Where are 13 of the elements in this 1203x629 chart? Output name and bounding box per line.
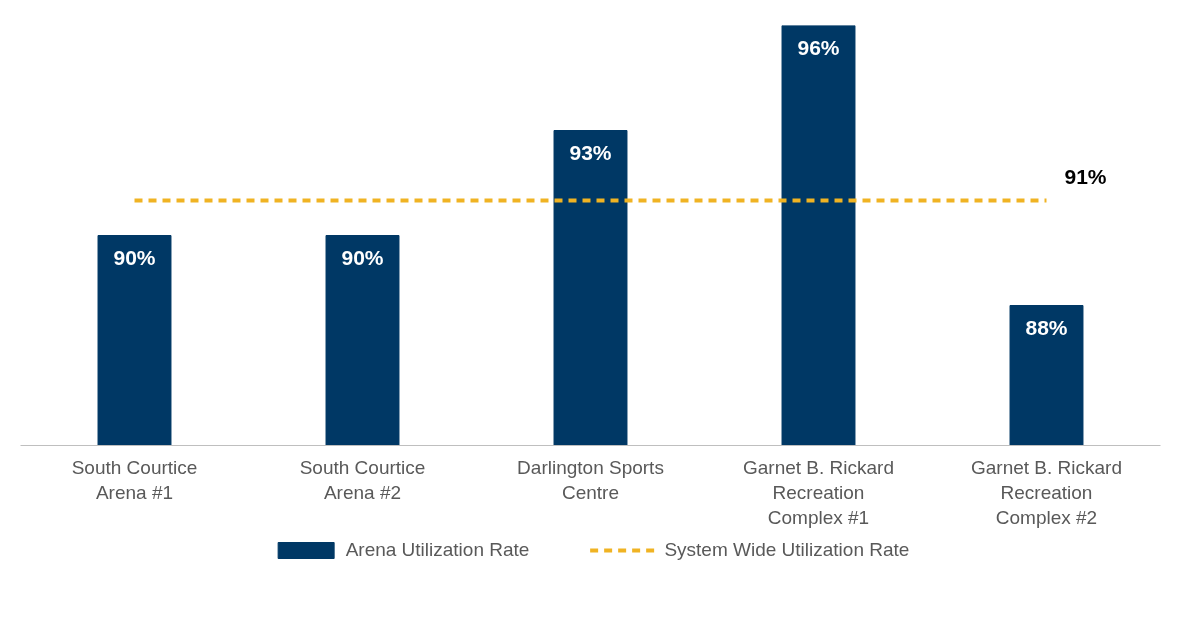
x-tick-label: Darlington Sports Centre [517, 456, 664, 503]
data-label: 96% [797, 35, 840, 59]
data-label: 93% [569, 140, 612, 164]
legend-label: Arena Utilization Rate [345, 539, 530, 561]
data-label: 90% [113, 245, 156, 269]
data-label: 88% [1025, 315, 1068, 339]
x-tick-label: South Courtice Arena #1 [71, 456, 198, 503]
x-tick-label: South Courtice Arena #2 [299, 456, 426, 503]
data-label: 90% [341, 245, 384, 269]
legend-label: System Wide Utilization Rate [664, 539, 910, 561]
x-tick-label: Garnet B. Rickard Recreation Complex #2 [971, 456, 1122, 528]
data-label: 91% [1064, 165, 1107, 188]
x-tick-label: Garnet B. Rickard Recreation Complex #1 [743, 456, 894, 528]
